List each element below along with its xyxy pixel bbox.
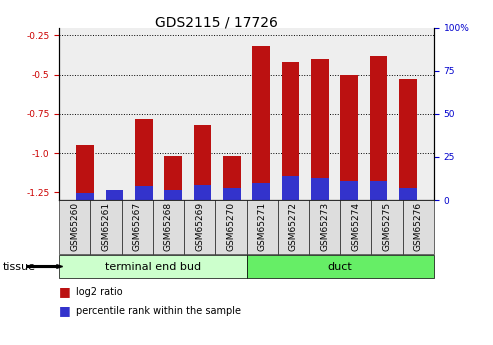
Text: duct: duct: [328, 262, 352, 272]
Bar: [252, 183, 270, 200]
Bar: [223, 156, 241, 200]
Text: tissue: tissue: [2, 262, 35, 272]
Bar: [135, 186, 152, 200]
Text: GSM65276: GSM65276: [414, 202, 423, 251]
Bar: [311, 178, 329, 200]
Bar: [341, 75, 358, 200]
Bar: [282, 62, 299, 200]
Text: ■: ■: [59, 304, 71, 317]
Bar: [311, 59, 329, 200]
Bar: [370, 181, 387, 200]
Text: GSM65271: GSM65271: [258, 202, 267, 251]
Bar: [135, 119, 152, 200]
Text: GSM65275: GSM65275: [383, 202, 391, 251]
Bar: [223, 188, 241, 200]
Text: GSM65261: GSM65261: [102, 202, 110, 251]
Text: GDS2115 / 17726: GDS2115 / 17726: [155, 16, 279, 30]
Text: GSM65268: GSM65268: [164, 202, 173, 251]
Bar: [252, 47, 270, 200]
Bar: [194, 185, 211, 200]
Text: log2 ratio: log2 ratio: [76, 287, 123, 296]
Text: ■: ■: [59, 285, 71, 298]
Bar: [106, 192, 123, 200]
Bar: [399, 188, 417, 200]
Text: GSM65260: GSM65260: [70, 202, 79, 251]
Bar: [164, 190, 182, 200]
Bar: [164, 156, 182, 200]
Text: terminal end bud: terminal end bud: [105, 262, 201, 272]
Text: GSM65274: GSM65274: [352, 202, 360, 251]
Bar: [194, 125, 211, 200]
Bar: [341, 181, 358, 200]
Text: GSM65269: GSM65269: [195, 202, 204, 251]
Text: percentile rank within the sample: percentile rank within the sample: [76, 306, 242, 315]
Text: GSM65272: GSM65272: [289, 202, 298, 251]
Bar: [282, 176, 299, 200]
Text: GSM65267: GSM65267: [133, 202, 141, 251]
Bar: [399, 79, 417, 200]
Bar: [370, 56, 387, 200]
Text: GSM65270: GSM65270: [226, 202, 235, 251]
Bar: [106, 190, 123, 200]
Bar: [76, 193, 94, 200]
Bar: [76, 145, 94, 200]
Text: GSM65273: GSM65273: [320, 202, 329, 251]
